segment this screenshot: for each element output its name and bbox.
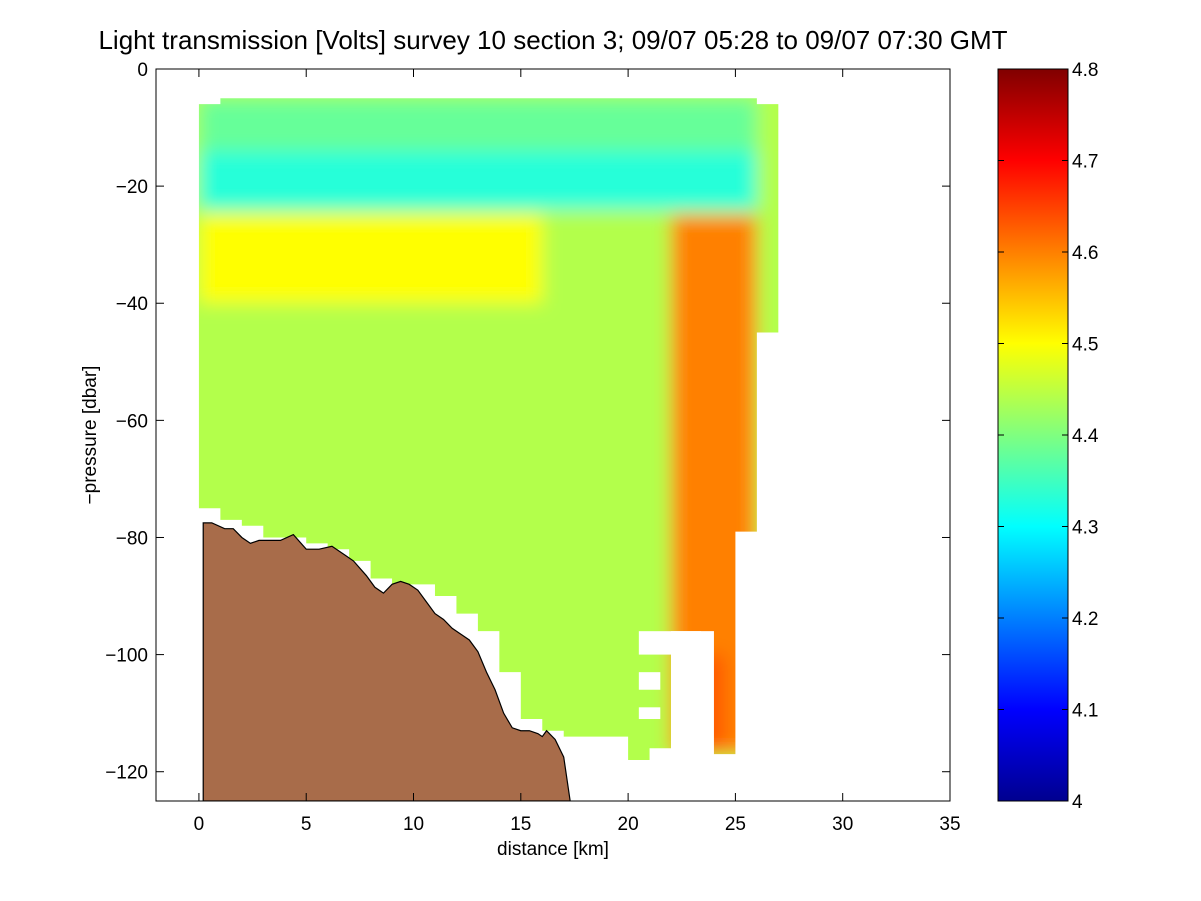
colorbar-tick-label: 4.1 (1072, 701, 1098, 722)
y-tick-label: −20 (116, 177, 148, 198)
data-gap-2 (638, 707, 661, 720)
colorbar-tick-label: 4.3 (1072, 518, 1098, 539)
x-tick-label: 25 (725, 814, 746, 835)
field-feature-0 (198, 150, 757, 210)
x-tick-label: 15 (510, 814, 531, 835)
x-axis: 0 5 10 15 20 25 30 35 (194, 69, 961, 835)
colorbar-tick-label: 4.5 (1072, 335, 1098, 356)
data-gap-3 (671, 631, 702, 755)
y-tick-label: −60 (116, 411, 148, 432)
field-feature-1 (198, 98, 757, 151)
gap-layer (638, 631, 702, 755)
seabed (202, 522, 571, 801)
x-tick-label: 30 (832, 814, 853, 835)
data-gap-0 (638, 631, 672, 655)
chart-title: Light transmission [Volts] survey 10 sec… (98, 25, 1007, 55)
colorbar-tick-label: 4.6 (1072, 243, 1098, 264)
x-tick-label: 20 (618, 814, 639, 835)
x-tick-label: 0 (194, 814, 205, 835)
y-tick-label: 0 (137, 60, 148, 81)
colorbar-tick-label: 4.4 (1072, 426, 1099, 447)
colorbar (997, 68, 1069, 802)
x-tick-label: 5 (301, 814, 312, 835)
y-axis-label: −pressure [dbar] (80, 366, 101, 505)
y-axis: 0 −20 −40 −60 −80 −100 −120 (105, 60, 950, 784)
x-tick-label: 35 (939, 814, 960, 835)
x-axis-label: distance [km] (497, 839, 609, 860)
y-tick-label: −100 (105, 646, 148, 667)
y-tick-label: −40 (116, 294, 148, 315)
field-feature-3 (198, 215, 543, 304)
colorbar-tick-label: 4.8 (1072, 60, 1098, 81)
colorbar-tick-label: 4.2 (1072, 609, 1098, 630)
y-tick-label: −120 (105, 763, 148, 784)
plot-frame (155, 68, 951, 802)
colorbar-ticks: 4 4.1 4.2 4.3 4.4 4.5 4.6 4.7 4.8 (998, 60, 1099, 813)
colorbar-tick-label: 4.7 (1072, 152, 1098, 173)
data-gap-1 (638, 672, 661, 690)
x-tick-label: 10 (403, 814, 424, 835)
y-tick-label: −80 (116, 528, 148, 549)
colorbar-tick-label: 4 (1072, 792, 1083, 813)
